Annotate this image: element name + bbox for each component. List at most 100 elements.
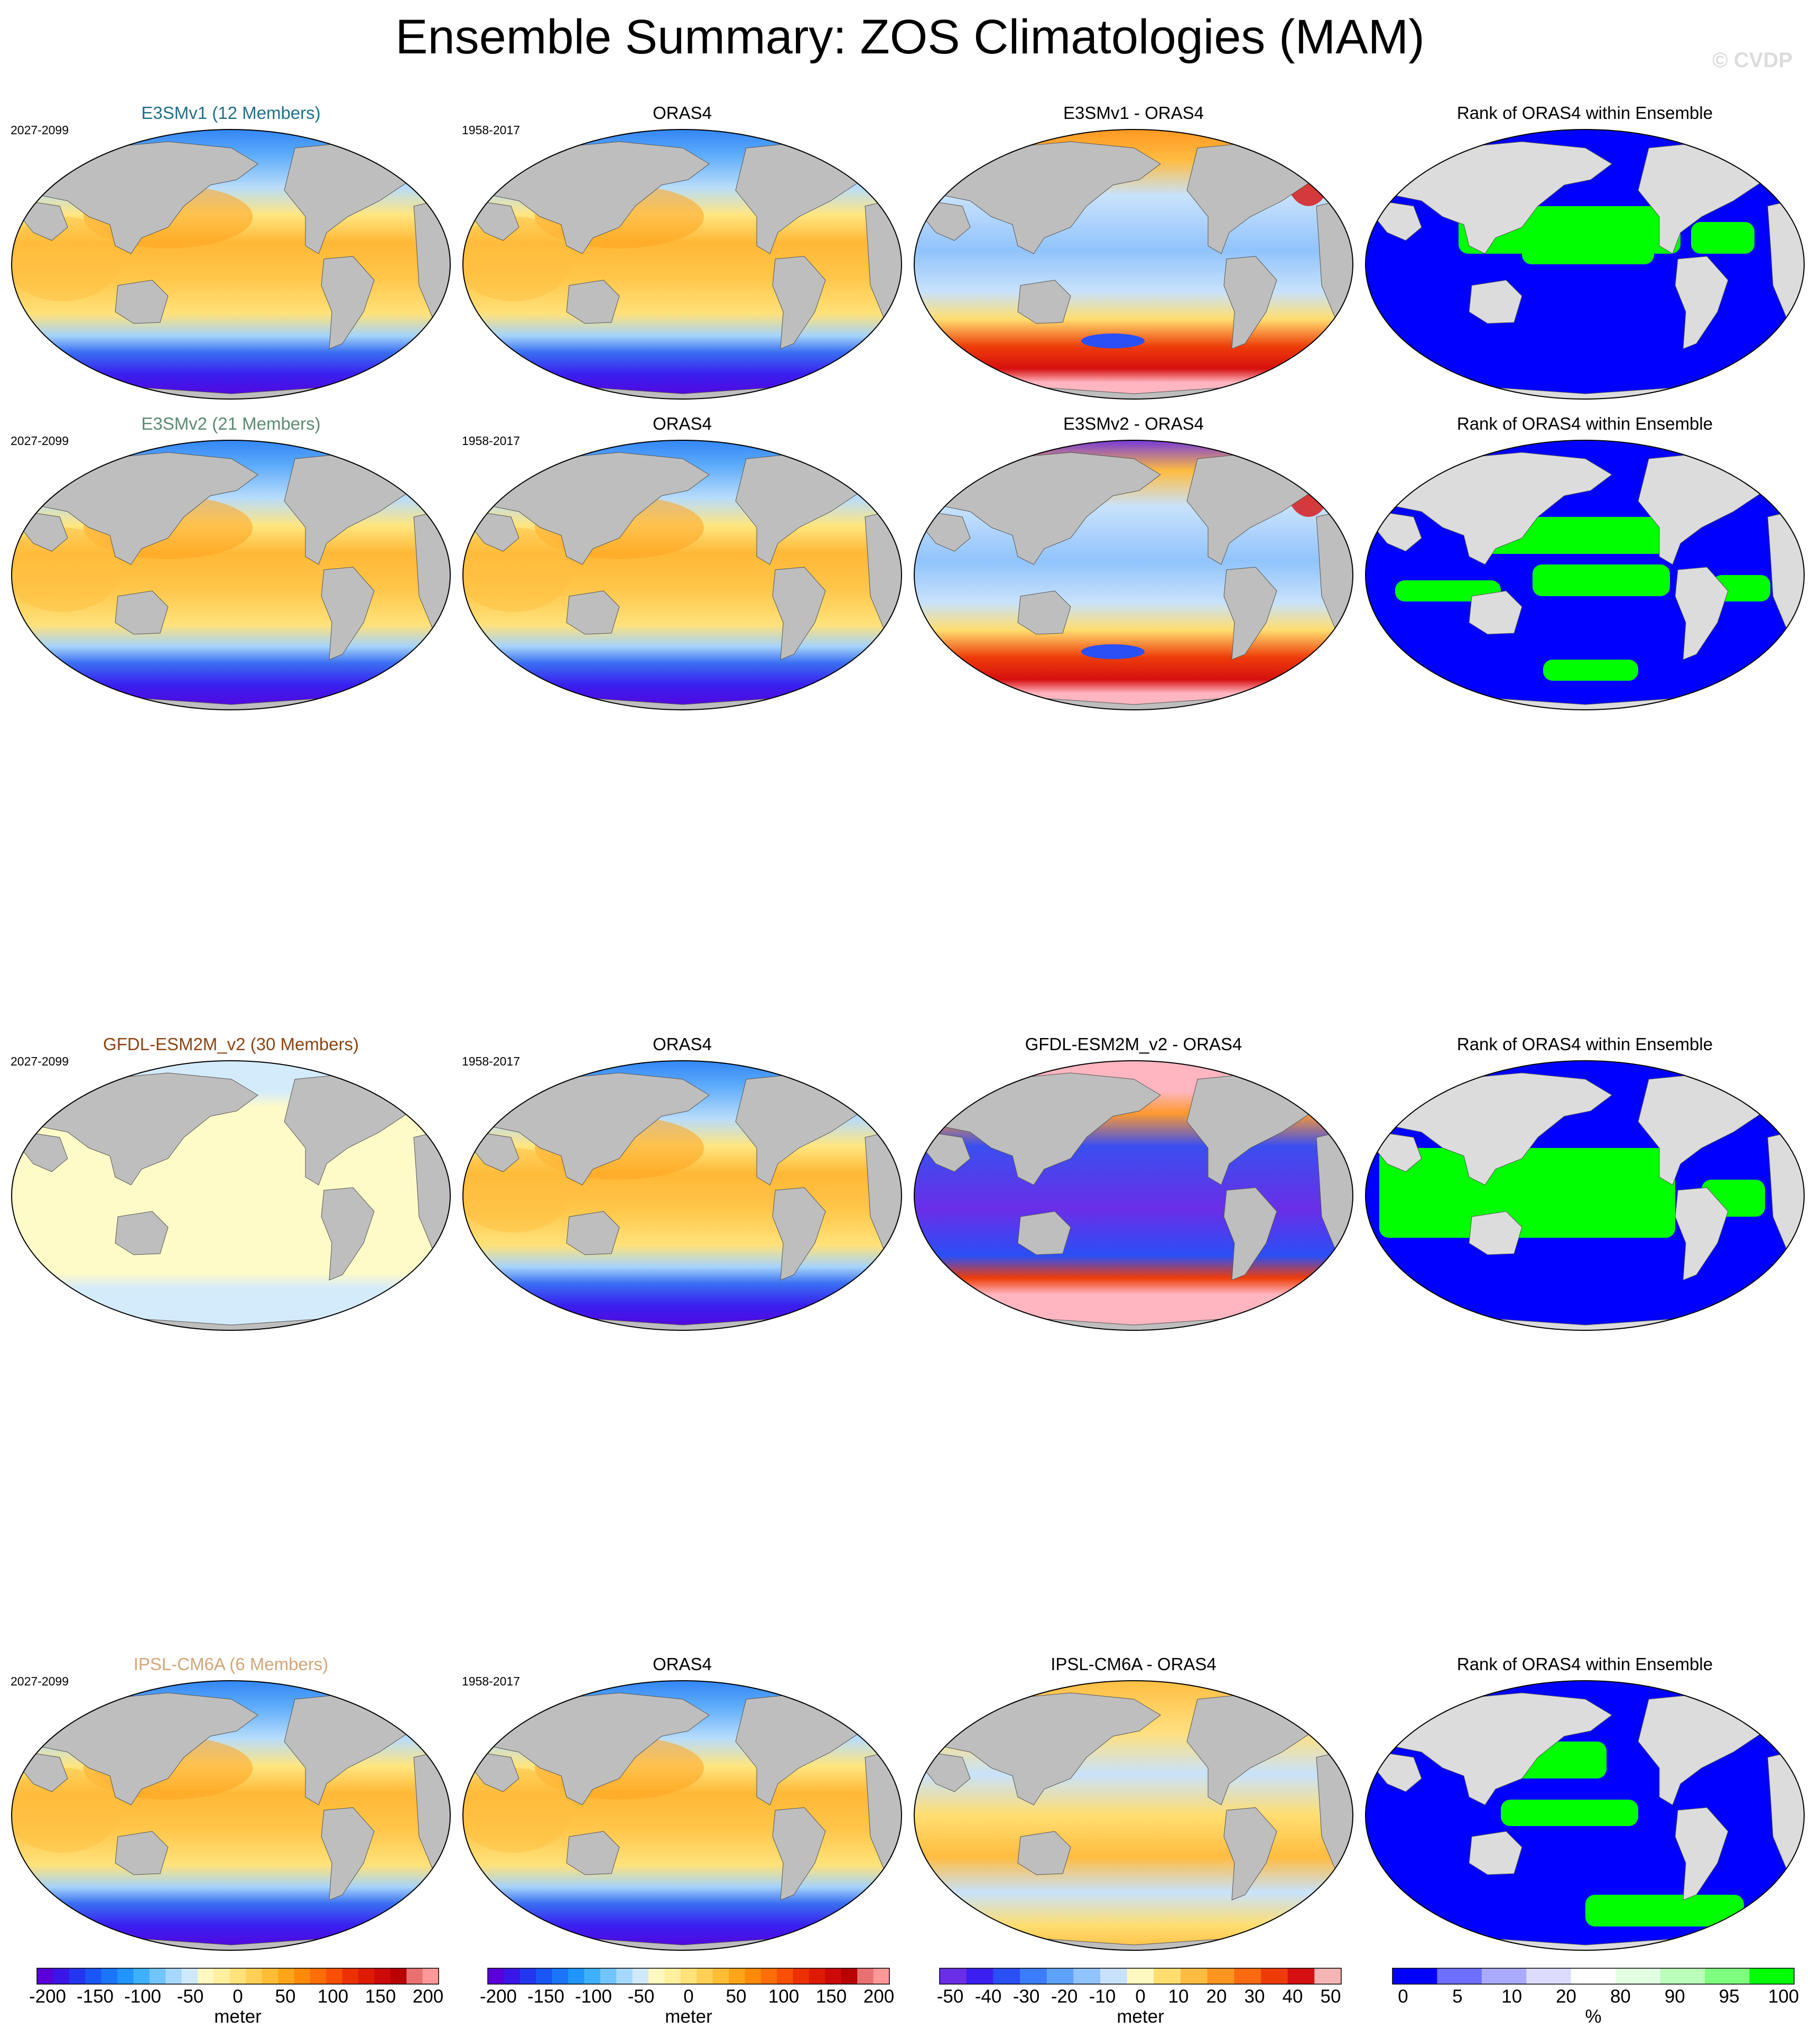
colorbar-swatch <box>342 1968 359 1984</box>
map-border <box>11 1060 451 1331</box>
colorbar-swatch <box>680 1968 697 1984</box>
colorbar-swatch <box>1392 1968 1437 1984</box>
figure-title: Ensemble Summary: ZOS Climatologies (MAM… <box>395 10 1425 64</box>
colorbar-tick-label: -50 <box>627 1986 655 2007</box>
colorbar-tick-label: 100 <box>1768 1986 1799 2007</box>
map-panel-obs: ORAS4 1958-2017 <box>461 103 904 400</box>
panel-title: Rank of ORAS4 within Ensemble <box>1456 1034 1713 1054</box>
land-shape <box>943 452 1161 565</box>
panel-title: GFDL-ESM2M_v2 - ORAS4 <box>1025 1034 1242 1054</box>
land-shape <box>1017 1831 1071 1875</box>
map-panel-model: E3SMv1 (12 Members) 2027-2099 <box>10 103 452 400</box>
colorbar-swatch <box>873 1968 890 1984</box>
map-panel-model: IPSL-CM6A (6 Members) 2027-2099 <box>10 1654 452 1951</box>
colorbar-swatch <box>966 1968 993 1984</box>
colorbar-tick-label: 50 <box>275 1986 296 2007</box>
colorbar: -200 -150 -100 -50 0 50 100 150 200 meter <box>29 1967 454 2031</box>
colorbar-tick-label: 90 <box>1664 1986 1685 2007</box>
colorbar-swatch <box>262 1968 278 1984</box>
robinson-map <box>462 1680 902 1951</box>
colorbar-swatch <box>793 1968 810 1984</box>
colorbar-swatch <box>1749 1968 1795 1984</box>
robinson-map <box>1365 1680 1805 1951</box>
colorbar-swatch <box>1437 1968 1482 1984</box>
colorbar-swatch <box>69 1968 86 1984</box>
colorbar-swatch <box>568 1968 584 1984</box>
map-panel-obs: ORAS4 1958-2017 <box>461 414 904 710</box>
map-panel-diff: E3SMv1 - ORAS4 <box>912 103 1355 400</box>
colorbar-swatch <box>1571 1968 1616 1984</box>
land-shape <box>115 1211 169 1255</box>
colorbar-swatch <box>616 1968 633 1984</box>
colorbar-tick-label: 0 <box>1398 1986 1408 2007</box>
colorbar-swatch <box>600 1968 617 1984</box>
panel-title: E3SMv1 - ORAS4 <box>1063 103 1204 123</box>
colorbar-swatch <box>993 1968 1020 1984</box>
robinson-map <box>462 129 902 400</box>
land-shape <box>41 1072 258 1185</box>
panel-title: GFDL-ESM2M_v2 (30 Members) <box>103 1034 359 1054</box>
land-shape <box>1395 1072 1612 1185</box>
land-shape <box>943 1072 1161 1185</box>
colorbar-tick-label: -200 <box>29 1986 67 2007</box>
land-shape <box>321 1187 375 1281</box>
map-border <box>462 129 902 400</box>
land-shape <box>566 1211 620 1255</box>
land-shape <box>115 1831 169 1875</box>
colorbar-tick-label: 0 <box>233 1986 243 2007</box>
colorbar-tick-label: 80 <box>1610 1986 1631 2007</box>
colorbar-swatch <box>1481 1968 1527 1984</box>
colorbar-tick-label: 10 <box>1168 1986 1189 2007</box>
land-shape <box>1469 1211 1522 1255</box>
period-label: 1958-2017 <box>462 1674 520 1688</box>
map-border <box>1365 1680 1805 1951</box>
period-label: 1958-2017 <box>462 123 520 137</box>
colorbar-swatch <box>825 1968 842 1984</box>
land-shape <box>943 141 1161 254</box>
colorbar-tick-label: -20 <box>1051 1986 1078 2007</box>
map-border <box>914 1060 1353 1331</box>
colorbar-unit: meter <box>214 2006 262 2027</box>
colorbar-swatch <box>712 1968 729 1984</box>
colorbar-swatch <box>1207 1968 1234 1984</box>
map-border <box>914 440 1353 710</box>
colorbar-swatch <box>1181 1968 1208 1984</box>
colorbar-swatch <box>1020 1968 1047 1984</box>
land-shape <box>41 1692 258 1805</box>
colorbar-tick-label: -150 <box>76 1986 114 2007</box>
robinson-map <box>11 129 451 400</box>
period-label: 2027-2099 <box>11 434 69 448</box>
colorbar-tick-label: 0 <box>1135 1986 1146 2007</box>
colorbar-unit: meter <box>1117 2006 1164 2027</box>
land-shape <box>1395 141 1612 254</box>
colorbar-unit: meter <box>665 2006 712 2027</box>
panel-title: ORAS4 <box>653 414 712 433</box>
land-shape <box>492 452 710 565</box>
robinson-map <box>914 440 1353 710</box>
colorbar-swatch <box>940 1968 967 1984</box>
colorbar-tick-label: 100 <box>768 1986 800 2007</box>
land-shape <box>1675 1187 1729 1281</box>
colorbar-swatch <box>294 1968 311 1984</box>
land-shape <box>41 452 258 565</box>
land-shape <box>1395 1692 1612 1805</box>
colorbar: 0 5 10 20 80 90 95 100% <box>1387 1967 1810 2031</box>
period-label: 1958-2017 <box>462 1054 520 1068</box>
colorbar-swatch <box>181 1968 198 1984</box>
map-panel-rank: Rank of ORAS4 within Ensemble <box>1363 1654 1806 1951</box>
colorbar-tick-label: -150 <box>527 1986 565 2007</box>
colorbar-tick-label: -40 <box>974 1986 1002 2007</box>
land-shape <box>1675 567 1729 660</box>
land-shape <box>1017 1211 1071 1255</box>
land-shape <box>1469 280 1522 324</box>
colorbar-swatch <box>504 1968 521 1984</box>
panel-title: Rank of ORAS4 within Ensemble <box>1456 103 1713 123</box>
panel-title: E3SMv2 (21 Members) <box>141 414 321 433</box>
colorbar-swatch <box>1660 1968 1705 1984</box>
colorbar-tick-label: 200 <box>863 1986 895 2007</box>
colorbar-tick-label: 20 <box>1206 1986 1227 2007</box>
colorbar-tick-label: 5 <box>1452 1986 1463 2007</box>
map-border <box>462 1060 902 1331</box>
colorbar-unit: % <box>1585 2006 1602 2027</box>
land-shape <box>566 280 620 324</box>
